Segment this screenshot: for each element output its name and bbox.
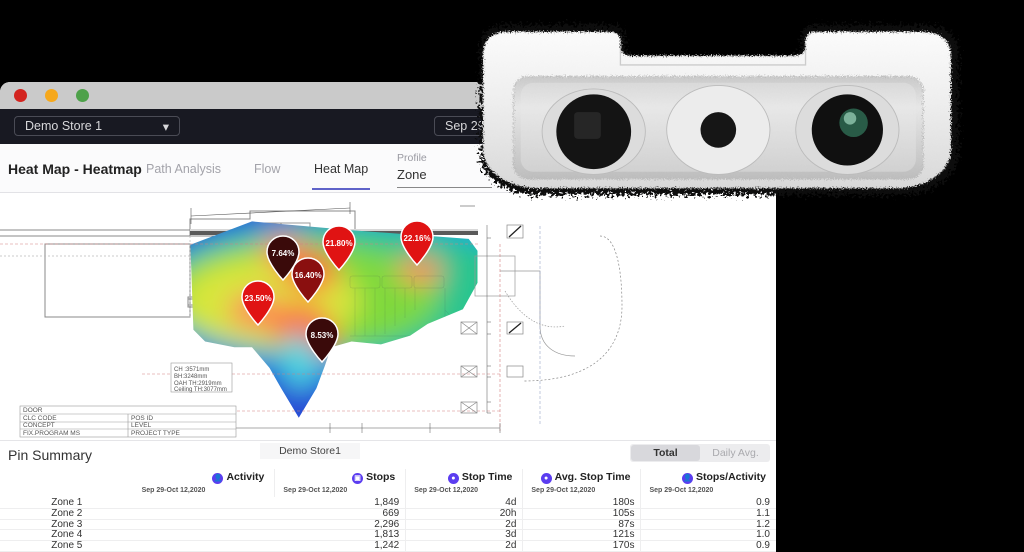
svg-text:DOOR: DOOR xyxy=(23,407,43,414)
svg-text:LEVEL: LEVEL xyxy=(131,422,152,429)
svg-text:CONCEPT: CONCEPT xyxy=(23,422,55,429)
svg-text:FIX.PROGRAM MS: FIX.PROGRAM MS xyxy=(23,430,81,437)
svg-text:21.80%: 21.80% xyxy=(325,239,352,248)
svg-text:16.40%: 16.40% xyxy=(294,271,321,280)
svg-text:7.64%: 7.64% xyxy=(272,249,295,258)
svg-text:PROJECT TYPE: PROJECT TYPE xyxy=(131,430,181,437)
svg-text:CH :3571mm: CH :3571mm xyxy=(174,367,209,373)
svg-text:8.53%: 8.53% xyxy=(311,331,334,340)
svg-text:CLC CODE: CLC CODE xyxy=(23,415,57,422)
svg-text:23.50%: 23.50% xyxy=(244,294,271,303)
svg-text:Ceiling TH:3077mm: Ceiling TH:3077mm xyxy=(174,387,227,393)
svg-text:BH:3248mm: BH:3248mm xyxy=(174,374,207,380)
svg-text:POS ID: POS ID xyxy=(131,415,153,422)
svg-text:22.16%: 22.16% xyxy=(403,234,430,243)
